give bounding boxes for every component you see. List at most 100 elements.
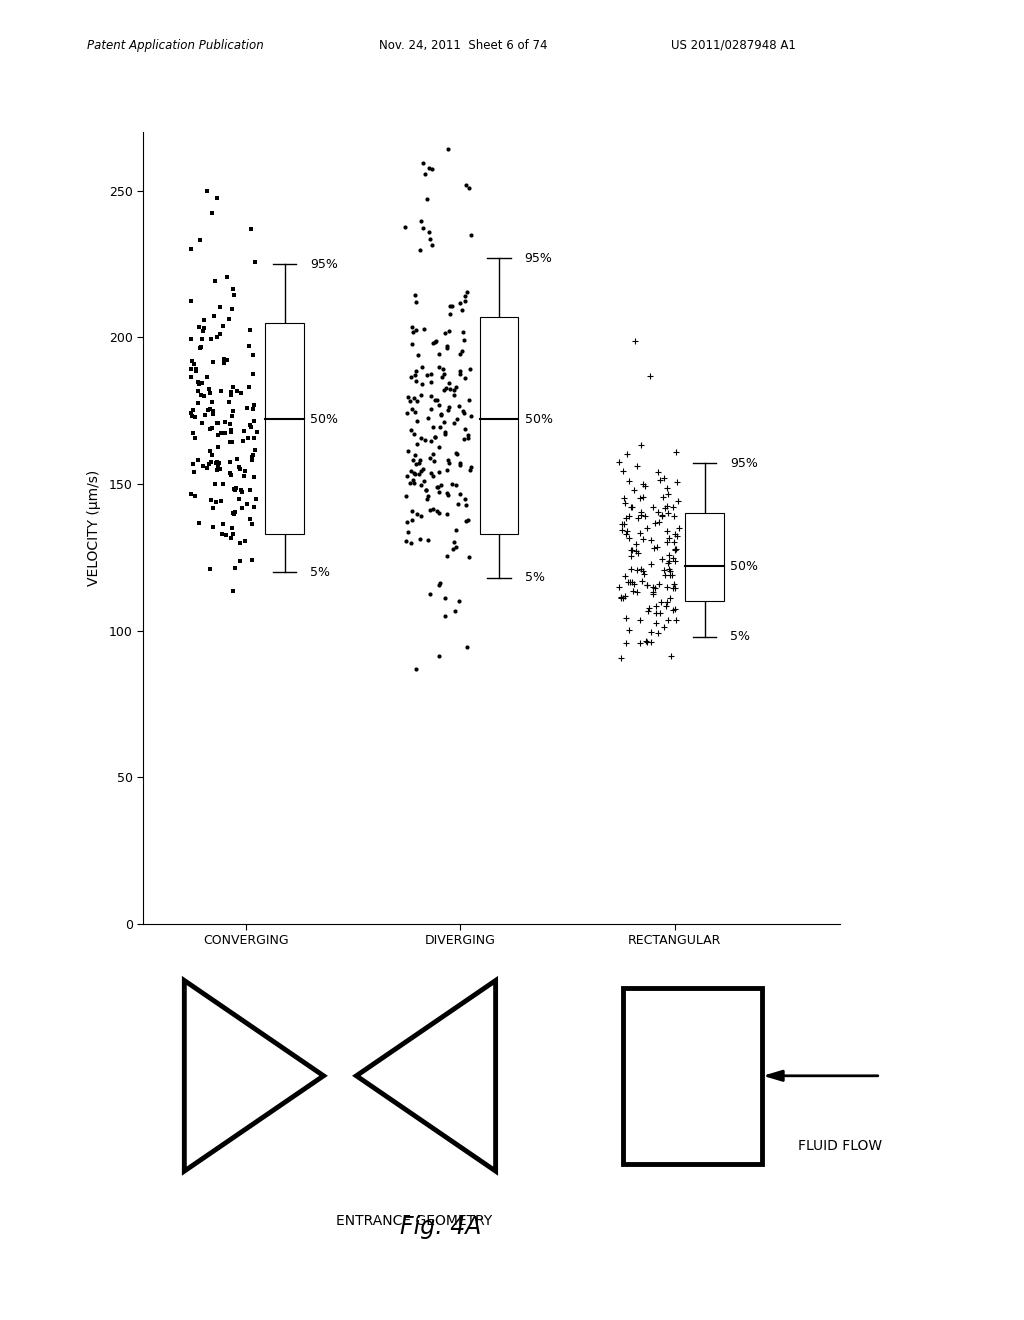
Point [399,521,416,543]
Point [458,174,474,195]
Point [427,426,443,447]
Point [186,461,203,482]
Point [222,465,239,486]
Point [442,378,459,399]
Point [199,458,215,479]
Point [461,546,477,568]
Point [437,421,454,442]
Point [420,408,436,429]
Point [241,376,257,397]
Point [645,582,662,603]
Point [437,322,454,343]
Point [446,532,463,553]
Point [449,376,465,397]
Point [414,374,430,395]
Point [635,474,651,495]
Point [642,366,658,387]
Point [224,432,241,453]
Point [431,461,447,482]
Point [231,459,248,480]
Point [438,503,455,524]
Point [431,416,447,437]
Point [651,574,668,595]
Point [419,364,435,385]
Point [234,498,251,519]
Point [647,513,664,535]
Point [428,477,444,498]
Point [424,234,440,255]
Point [628,541,644,562]
Point [439,335,456,356]
Point [184,454,201,475]
Point [200,399,216,420]
Point [431,356,447,378]
Point [420,486,436,507]
Point [621,619,637,640]
Point [225,504,242,525]
Point [649,537,666,558]
Point [427,389,443,411]
Point [461,389,477,411]
Point [407,364,423,385]
Point [209,412,225,433]
Point [660,550,677,572]
Point [436,379,453,400]
Point [650,502,667,523]
Point [463,405,479,426]
Point [227,557,244,578]
Bar [479,317,518,533]
Point [427,426,443,447]
Point [671,517,687,539]
Point [652,591,669,612]
Point [188,360,205,381]
Point [649,623,666,644]
Point [633,502,649,523]
Point [398,466,415,487]
Point [408,370,424,391]
Point [403,461,420,482]
Text: 50%: 50% [730,560,759,573]
Point [402,367,419,388]
Point [219,350,236,371]
Point [654,486,671,507]
Bar [265,322,304,533]
Point [240,397,256,418]
Point [413,210,429,231]
Point [241,335,257,356]
Point [632,632,648,653]
Point [397,216,414,238]
Point [210,437,226,458]
Point [643,622,659,643]
Point [458,495,474,516]
Point [191,230,208,251]
Point [226,479,243,500]
Point [182,359,199,380]
Point [191,374,208,395]
Point [630,543,646,564]
Text: FLUID FLOW: FLUID FLOW [798,1138,882,1152]
Point [412,529,428,550]
Point [431,503,447,524]
Point [183,290,200,312]
Point [638,631,654,652]
Point [670,491,686,512]
Point [660,545,677,566]
Point [412,450,428,471]
Point [457,418,473,440]
Point [445,380,462,401]
Point [461,177,477,198]
Point [658,495,675,516]
Point [667,550,683,572]
Point [398,486,415,507]
Point [225,579,242,601]
Point [195,413,211,434]
Point [212,297,228,318]
Text: Nov. 24, 2011  Sheet 6 of 74: Nov. 24, 2011 Sheet 6 of 74 [379,38,548,51]
Text: 5%: 5% [310,565,331,578]
Point [190,512,207,533]
Point [217,412,233,433]
Text: 5%: 5% [730,630,751,643]
Point [659,503,676,524]
Point [401,473,418,494]
Point [225,376,242,397]
